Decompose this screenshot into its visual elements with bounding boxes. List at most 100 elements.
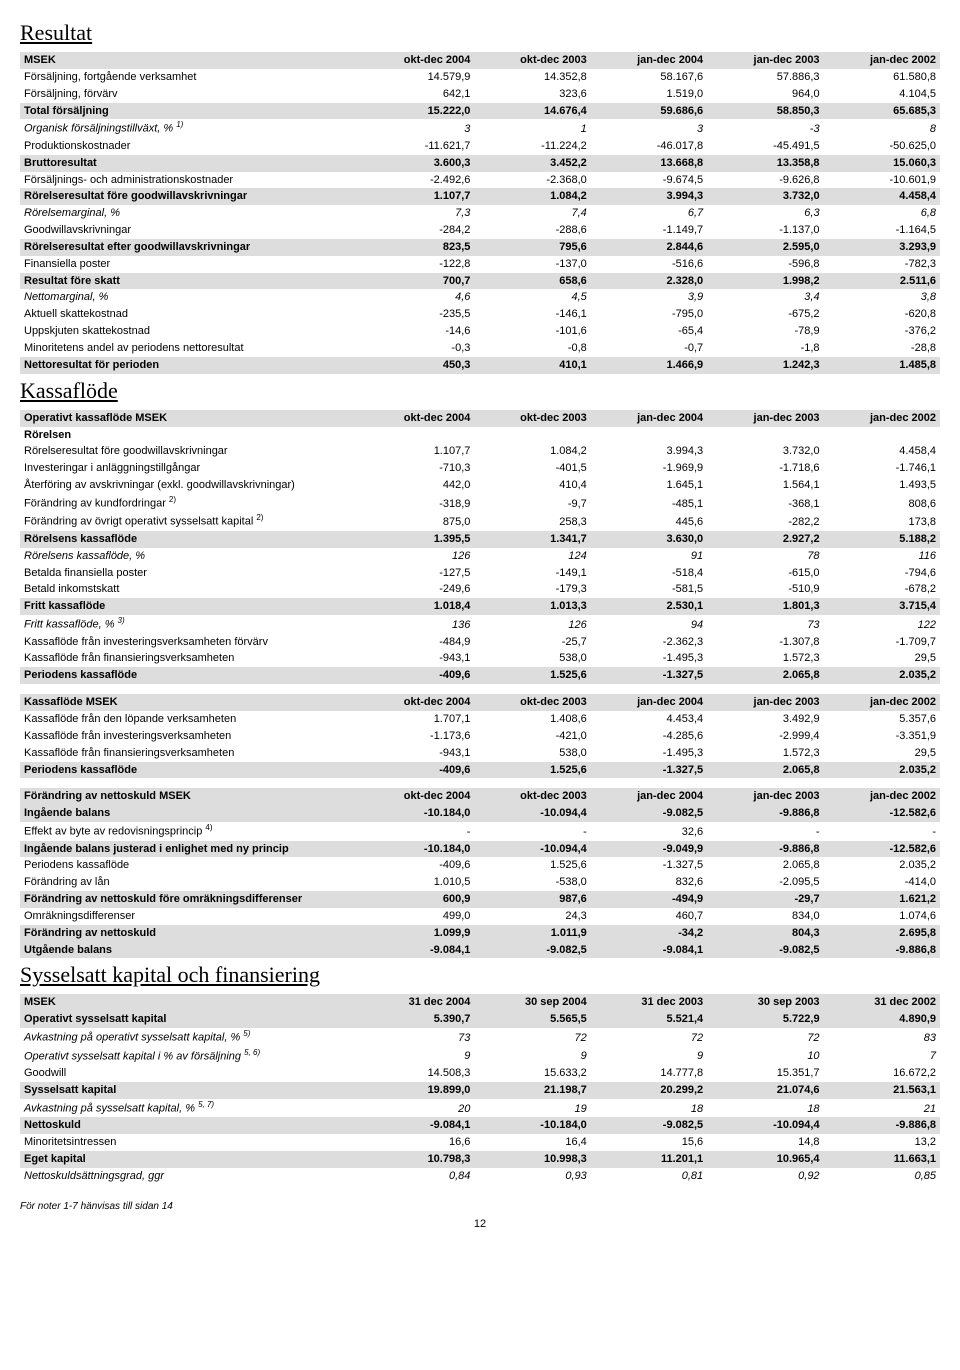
col-header: jan-dec 2002: [824, 410, 940, 427]
cell: 2.511,6: [824, 273, 940, 290]
cell: -1.718,6: [707, 460, 823, 477]
cell: 0,84: [358, 1168, 474, 1185]
row-label: Nettoskuldsättningsgrad, ggr: [20, 1168, 358, 1185]
cell: 20.299,2: [591, 1082, 707, 1099]
cell: 258,3: [474, 512, 590, 531]
row-label: Produktionskostnader: [20, 138, 358, 155]
cell: 2.695,8: [824, 925, 940, 942]
cell: 1.493,5: [824, 477, 940, 494]
row-label: Effekt av byte av redovisningsprincip 4): [20, 822, 358, 841]
cell: 2.065,8: [707, 857, 823, 874]
cell: -2.362,3: [591, 634, 707, 651]
cell: 808,6: [824, 494, 940, 513]
cell: 72: [591, 1028, 707, 1047]
cell: -: [474, 822, 590, 841]
cell: 3,8: [824, 289, 940, 306]
cell: -78,9: [707, 323, 823, 340]
cell: -794,6: [824, 565, 940, 582]
cell: 32,6: [591, 822, 707, 841]
cell: 1.018,4: [358, 598, 474, 615]
cell: -65,4: [591, 323, 707, 340]
col-header: okt-dec 2003: [474, 52, 590, 69]
cell: 5.722,9: [707, 1011, 823, 1028]
cell: 126: [358, 548, 474, 565]
cell: 1: [474, 119, 590, 138]
cell: 14.508,3: [358, 1065, 474, 1082]
cell: -11.621,7: [358, 138, 474, 155]
cell: 72: [707, 1028, 823, 1047]
cell: -101,6: [474, 323, 590, 340]
cell: 19: [474, 1099, 590, 1118]
row-label: Rörelsens kassaflöde: [20, 531, 358, 548]
cell: 10: [707, 1047, 823, 1066]
cell: -11.224,2: [474, 138, 590, 155]
cell: 1.099,9: [358, 925, 474, 942]
cell: -127,5: [358, 565, 474, 582]
cell: -12.582,6: [824, 805, 940, 822]
col-header: 31 dec 2002: [824, 994, 940, 1011]
row-label: Investeringar i anläggningstillgångar: [20, 460, 358, 477]
cell: -1.137,0: [707, 222, 823, 239]
cell: -9.049,9: [591, 841, 707, 858]
cell: 4.890,9: [824, 1011, 940, 1028]
cell: -0,3: [358, 340, 474, 357]
row-label: Periodens kassaflöde: [20, 762, 358, 779]
cell: 9: [358, 1047, 474, 1066]
cell: 14.676,4: [474, 103, 590, 120]
cell: 6,3: [707, 205, 823, 222]
cell: -149,1: [474, 565, 590, 582]
cell: 15.633,2: [474, 1065, 590, 1082]
cell: 795,6: [474, 239, 590, 256]
cell: -1.173,6: [358, 728, 474, 745]
cell: -179,3: [474, 581, 590, 598]
cell: -620,8: [824, 306, 940, 323]
cell: -510,9: [707, 581, 823, 598]
cell: -1.709,7: [824, 634, 940, 651]
row-label: Rörelseresultat efter goodwillavskrivnin…: [20, 239, 358, 256]
row-label: Nettoskuld: [20, 1117, 358, 1134]
cell: 3.732,0: [707, 188, 823, 205]
cell: -943,1: [358, 745, 474, 762]
cell: 2.035,2: [824, 857, 940, 874]
section-resultat: Resultat: [20, 20, 940, 46]
cell: 6,7: [591, 205, 707, 222]
cell: 78: [707, 548, 823, 565]
cell: -2.999,4: [707, 728, 823, 745]
row-label: Förändring av nettoskuld: [20, 925, 358, 942]
cell: 15,6: [591, 1134, 707, 1151]
cell: -29,7: [707, 891, 823, 908]
row-label: Minoritetens andel av periodens nettores…: [20, 340, 358, 357]
cell: 29,5: [824, 650, 940, 667]
cell: 13.668,8: [591, 155, 707, 172]
cell: -2.368,0: [474, 172, 590, 189]
cell: 3.715,4: [824, 598, 940, 615]
cell: 1.341,7: [474, 531, 590, 548]
cell: 7: [824, 1047, 940, 1066]
cell: 19.899,0: [358, 1082, 474, 1099]
cell: -50.625,0: [824, 138, 940, 155]
cell: 91: [591, 548, 707, 565]
row-label: Fritt kassaflöde: [20, 598, 358, 615]
cell: 21.074,6: [707, 1082, 823, 1099]
col-header: Kassaflöde MSEK: [20, 694, 358, 711]
row-label: Rörelsemarginal, %: [20, 205, 358, 222]
cell: 1.572,3: [707, 650, 823, 667]
row-label: Ingående balans: [20, 805, 358, 822]
row-label: Kassaflöde från finansieringsverksamhete…: [20, 745, 358, 762]
row-label: Uppskjuten skattekostnad: [20, 323, 358, 340]
col-header: Operativt kassaflöde MSEK: [20, 410, 358, 427]
cell: 450,3: [358, 357, 474, 374]
cell: -1.495,3: [591, 650, 707, 667]
cell: -46.017,8: [591, 138, 707, 155]
row-label: Resultat före skatt: [20, 273, 358, 290]
section-kassaflode: Kassaflöde: [20, 378, 940, 404]
cell: -9.082,5: [707, 942, 823, 959]
cell: -409,6: [358, 667, 474, 684]
section-sysselsatt: Sysselsatt kapital och finansiering: [20, 962, 940, 988]
cell: 73: [358, 1028, 474, 1047]
cell: 1.564,1: [707, 477, 823, 494]
cell: 600,9: [358, 891, 474, 908]
row-label: Nettoresultat för perioden: [20, 357, 358, 374]
cell: -368,1: [707, 494, 823, 513]
cell: 173,8: [824, 512, 940, 531]
